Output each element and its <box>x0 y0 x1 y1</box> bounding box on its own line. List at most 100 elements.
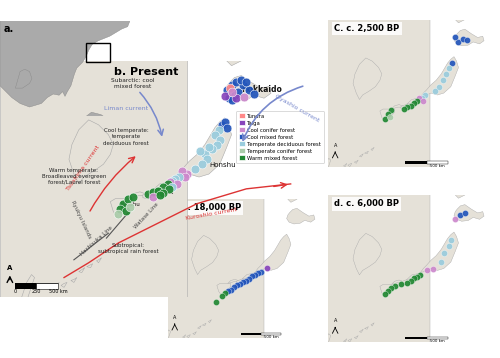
Point <box>218 293 226 299</box>
Point <box>461 210 469 216</box>
Point <box>222 125 230 131</box>
Point <box>429 266 437 271</box>
Text: Subarctic: cool
mixed forest: Subarctic: cool mixed forest <box>112 78 155 90</box>
Point <box>240 83 248 88</box>
Text: 500 km: 500 km <box>49 289 68 294</box>
Point <box>232 95 240 101</box>
Point <box>168 184 176 190</box>
Point <box>114 212 122 217</box>
Point <box>452 35 460 40</box>
Point <box>257 268 265 274</box>
Text: A: A <box>334 143 337 148</box>
Point <box>400 106 408 112</box>
Point <box>216 137 224 142</box>
Point <box>240 95 248 100</box>
Point <box>224 95 232 101</box>
Point <box>228 97 235 103</box>
Point <box>238 280 246 285</box>
Point <box>384 111 392 117</box>
Bar <box>86 43 110 62</box>
Point <box>410 275 418 281</box>
Point <box>254 270 262 276</box>
Point <box>436 84 444 90</box>
Point <box>404 104 411 110</box>
Point <box>447 237 455 243</box>
Point <box>158 184 166 190</box>
Point <box>230 284 237 289</box>
Point <box>154 188 162 194</box>
Point <box>245 276 252 282</box>
Point <box>226 86 234 91</box>
Text: Oyashio current: Oyashio current <box>274 93 320 123</box>
Point <box>413 274 421 280</box>
Text: Subtropical:
subtropical rain forest: Subtropical: subtropical rain forest <box>98 243 158 254</box>
Point <box>220 93 228 99</box>
Point <box>166 179 174 185</box>
Point <box>222 87 230 93</box>
Point <box>448 60 456 66</box>
Point <box>226 287 234 292</box>
Bar <box>261 333 281 335</box>
Point <box>415 95 423 101</box>
Point <box>211 132 219 137</box>
Text: C. c. 2,500 BP: C. c. 2,500 BP <box>334 24 400 33</box>
Text: Kyushu: Kyushu <box>120 202 140 207</box>
Point <box>438 77 446 83</box>
Point <box>420 98 428 103</box>
Point <box>213 142 221 147</box>
Text: Cool temperate:
temperate
deciduous forest: Cool temperate: temperate deciduous fore… <box>103 128 149 145</box>
Point <box>234 90 242 95</box>
Point <box>232 282 240 287</box>
Point <box>463 37 471 43</box>
Text: Liman current: Liman current <box>104 106 148 111</box>
Text: Honshu: Honshu <box>210 162 236 168</box>
Point <box>406 103 414 109</box>
Text: Hokkaido: Hokkaido <box>242 85 282 94</box>
Point <box>205 145 213 150</box>
Point <box>381 291 389 297</box>
Text: A: A <box>7 265 12 271</box>
Point <box>422 267 430 273</box>
Point <box>168 178 176 184</box>
Point <box>406 279 414 284</box>
Point <box>176 174 184 180</box>
Text: 500 km: 500 km <box>430 339 445 343</box>
Point <box>238 78 246 83</box>
Point <box>232 79 240 85</box>
Text: Kuroshio current: Kuroshio current <box>186 207 238 221</box>
Point <box>166 186 173 192</box>
Point <box>183 171 191 177</box>
Point <box>218 122 226 128</box>
Point <box>452 217 460 222</box>
Point <box>445 65 453 71</box>
Point <box>445 243 453 249</box>
Point <box>404 280 411 285</box>
Point <box>390 283 398 289</box>
Point <box>158 190 166 196</box>
Text: A: A <box>334 318 337 323</box>
Point <box>413 98 421 104</box>
Point <box>148 194 156 200</box>
Point <box>228 90 235 95</box>
Point <box>174 181 182 187</box>
Point <box>220 290 228 295</box>
Text: e c. 18,000 BP: e c. 18,000 BP <box>174 203 241 212</box>
Point <box>251 272 259 277</box>
Point <box>156 192 164 198</box>
Point <box>124 196 132 202</box>
Text: Warm temperate:
Broadleaved evergreen
forest/Laurel forest: Warm temperate: Broadleaved evergreen fo… <box>42 168 106 185</box>
Point <box>236 281 244 286</box>
Legend: Tundra, Taiga, Cool conifer forest, Cool mixed forest, Temperate deciduous fores: Tundra, Taiga, Cool conifer forest, Cool… <box>236 111 324 163</box>
Point <box>126 204 134 209</box>
Point <box>420 92 428 98</box>
Point <box>230 92 238 98</box>
Point <box>172 176 179 182</box>
Point <box>384 288 392 294</box>
Point <box>248 274 256 279</box>
Point <box>116 206 124 212</box>
Text: 250: 250 <box>32 289 41 294</box>
Point <box>388 107 396 113</box>
Text: Ryukyu Islands: Ryukyu Islands <box>70 200 92 239</box>
Text: Watase Line: Watase Line <box>133 201 160 229</box>
Point <box>122 208 130 213</box>
